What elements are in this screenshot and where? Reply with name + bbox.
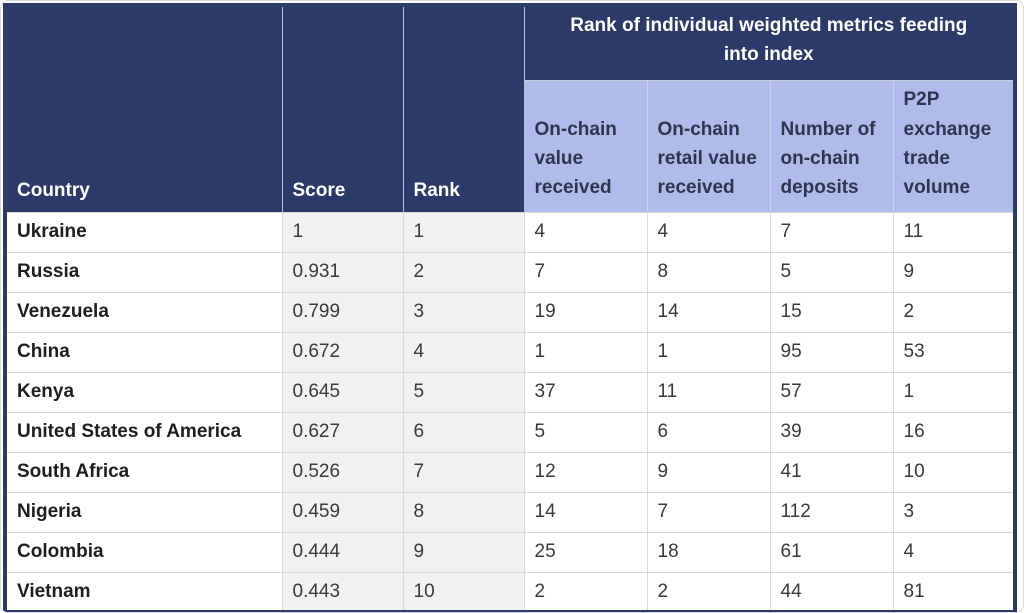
metric-cell-deposits: 39 (769, 411, 894, 453)
metric-cell-deposits: 5 (769, 251, 894, 293)
metric-cell-p2p-volume: 9 (892, 251, 1015, 293)
table-header-row-metrics: On-chain value received On-chain retail … (5, 80, 1015, 213)
metric-cell-retail-value: 2 (646, 571, 771, 612)
country-cell: Colombia (5, 531, 283, 573)
rank-cell: 8 (402, 491, 525, 533)
table-header-row-group: Country Score Rank Rank of individual we… (5, 5, 1015, 213)
metric-cell-deposits: 57 (769, 371, 894, 413)
rank-cell: 6 (402, 411, 525, 453)
metric-cell-retail-value: 9 (646, 451, 771, 493)
metric-cell-p2p-volume: 1 (892, 371, 1015, 413)
crypto-adoption-index-table: Country Score Rank Rank of individual we… (3, 3, 1017, 612)
score-cell: 0.672 (281, 331, 404, 373)
table-row-vietnam: Vietnam 0.443 10 2 2 44 81 (5, 571, 1015, 612)
metric-cell-onchain-value: 19 (523, 291, 648, 333)
metric-cell-p2p-volume: 10 (892, 451, 1015, 493)
table-row-kenya: Kenya 0.645 5 37 11 57 1 (5, 371, 1015, 413)
metric-cell-onchain-value: 2 (523, 571, 648, 612)
metric-cell-deposits: 44 (769, 571, 894, 612)
metric-cell-retail-value: 6 (646, 411, 771, 453)
metric-cell-p2p-volume: 53 (892, 331, 1015, 373)
metric-cell-onchain-value: 7 (523, 251, 648, 293)
metric-cell-deposits: 7 (769, 211, 894, 253)
metric-cell-onchain-value: 25 (523, 531, 648, 573)
metric-cell-retail-value: 14 (646, 291, 771, 333)
metrics-group-header: Rank of individual weighted metrics feed… (524, 5, 1015, 81)
column-header-number-of-onchain-deposits: Number of on-chain deposits (770, 80, 894, 213)
table-header: Country Score Rank Rank of individual we… (5, 5, 1015, 213)
metric-cell-onchain-value: 1 (523, 331, 648, 373)
metric-cell-deposits: 61 (769, 531, 894, 573)
rank-cell: 3 (402, 291, 525, 333)
metric-cell-onchain-value: 12 (523, 451, 648, 493)
score-cell: 0.444 (281, 531, 404, 573)
metric-cell-deposits: 112 (769, 491, 894, 533)
metric-cell-onchain-value: 4 (523, 211, 648, 253)
rank-cell: 7 (402, 451, 525, 493)
metric-cell-p2p-volume: 16 (892, 411, 1015, 453)
column-header-onchain-value-received: On-chain value received (524, 80, 648, 213)
column-header-p2p-exchange-trade-volume: P2P exchange trade volume (893, 80, 1015, 213)
table-row-colombia: Colombia 0.444 9 25 18 61 4 (5, 531, 1015, 573)
country-cell: South Africa (5, 451, 283, 493)
country-cell: Nigeria (5, 491, 283, 533)
metric-cell-retail-value: 4 (646, 211, 771, 253)
country-cell: Ukraine (5, 211, 283, 253)
country-cell: China (5, 331, 283, 373)
metric-cell-retail-value: 1 (646, 331, 771, 373)
score-cell: 0.526 (281, 451, 404, 493)
score-cell: 0.443 (281, 571, 404, 612)
column-header-score: Score (282, 5, 404, 213)
rank-cell: 10 (402, 571, 525, 612)
table-row-china: China 0.672 4 1 1 95 53 (5, 331, 1015, 373)
score-cell: 0.799 (281, 291, 404, 333)
rank-cell: 2 (402, 251, 525, 293)
table-row-ukraine: Ukraine 1 1 4 4 7 11 (5, 211, 1015, 253)
score-cell: 1 (281, 211, 404, 253)
metric-cell-p2p-volume: 11 (892, 211, 1015, 253)
metric-cell-p2p-volume: 81 (892, 571, 1015, 612)
rank-cell: 9 (402, 531, 525, 573)
score-cell: 0.627 (281, 411, 404, 453)
metric-cell-deposits: 95 (769, 331, 894, 373)
score-cell: 0.459 (281, 491, 404, 533)
rank-cell: 1 (402, 211, 525, 253)
country-cell: Venezuela (5, 291, 283, 333)
metric-cell-retail-value: 7 (646, 491, 771, 533)
column-header-country: Country (5, 5, 283, 213)
score-cell: 0.931 (281, 251, 404, 293)
metric-cell-p2p-volume: 2 (892, 291, 1015, 333)
metric-cell-deposits: 41 (769, 451, 894, 493)
country-cell: Russia (5, 251, 283, 293)
table-row-nigeria: Nigeria 0.459 8 14 7 112 3 (5, 491, 1015, 533)
table-row-russia: Russia 0.931 2 7 8 5 9 (5, 251, 1015, 293)
country-cell: United States of America (5, 411, 283, 453)
column-header-rank: Rank (403, 5, 525, 213)
metric-cell-onchain-value: 5 (523, 411, 648, 453)
metrics-group-header-label: Rank of individual weighted metrics feed… (570, 15, 968, 66)
table-row-south-africa: South Africa 0.526 7 12 9 41 10 (5, 451, 1015, 493)
metric-cell-retail-value: 8 (646, 251, 771, 293)
metric-cell-p2p-volume: 3 (892, 491, 1015, 533)
table-row-united-states: United States of America 0.627 6 5 6 39 … (5, 411, 1015, 453)
country-cell: Vietnam (5, 571, 283, 612)
rank-cell: 5 (402, 371, 525, 413)
metric-cell-p2p-volume: 4 (892, 531, 1015, 573)
metric-cell-onchain-value: 14 (523, 491, 648, 533)
score-cell: 0.645 (281, 371, 404, 413)
table-row-venezuela: Venezuela 0.799 3 19 14 15 2 (5, 291, 1015, 333)
table-body: Ukraine 1 1 4 4 7 11 Russia 0.931 2 7 8 … (5, 211, 1015, 612)
rank-cell: 4 (402, 331, 525, 373)
column-header-onchain-retail-value-received: On-chain retail value received (647, 80, 771, 213)
metric-cell-onchain-value: 37 (523, 371, 648, 413)
metric-cell-retail-value: 11 (646, 371, 771, 413)
country-cell: Kenya (5, 371, 283, 413)
metric-cell-deposits: 15 (769, 291, 894, 333)
metric-cell-retail-value: 18 (646, 531, 771, 573)
